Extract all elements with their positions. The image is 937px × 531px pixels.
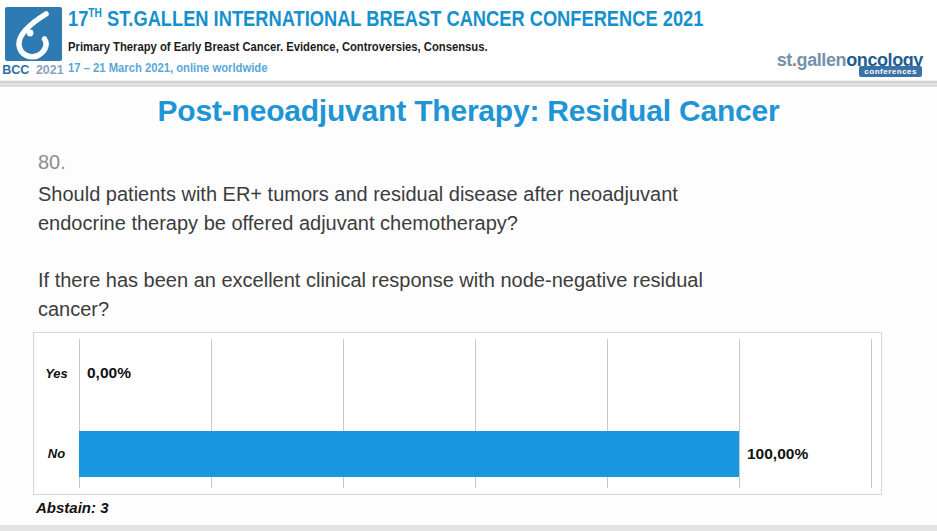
question-line: endocrine therapy be offered adjuvant ch… xyxy=(38,212,518,234)
brand-st: st xyxy=(777,50,792,70)
bcc-logo-text: BCC 2021 xyxy=(0,63,66,77)
poll-chart: Yes0,00%No 100,00% xyxy=(33,332,882,495)
sub-question-text: If there has been an excellent clinical … xyxy=(38,266,703,324)
conference-title-ordinal: TH xyxy=(88,6,102,20)
conference-title-text: ST.GALLEN INTERNATIONAL BREAST CANCER CO… xyxy=(102,7,703,31)
question-line: Should patients with ER+ tumors and resi… xyxy=(38,183,678,205)
category-label-yes: Yes xyxy=(34,333,79,414)
frame-bottom-edge xyxy=(0,525,937,531)
bcc-logo-mark xyxy=(5,7,62,61)
question-line: cancer? xyxy=(38,298,109,320)
conference-header: BCC 2021 17TH ST.GALLEN INTERNATIONAL BR… xyxy=(0,0,937,80)
value-label-no: 100,00% xyxy=(747,414,808,495)
header-divider xyxy=(0,80,937,87)
stgallen-oncology-logo: st.gallenoncology conferences xyxy=(777,50,923,71)
gridline xyxy=(871,339,872,488)
value-label-yes: 0,00% xyxy=(87,333,131,414)
conference-title-number: 17 xyxy=(68,7,88,31)
question-number: 80. xyxy=(38,151,66,174)
conference-title: 17TH ST.GALLEN INTERNATIONAL BREAST CANC… xyxy=(68,7,703,32)
abstain-note: Abstain: 3 xyxy=(36,499,109,516)
conferences-badge: conferences xyxy=(859,66,922,77)
swan-drop-icon xyxy=(5,7,62,61)
gridline xyxy=(739,339,740,488)
slide-title: Post-neoadjuvant Therapy: Residual Cance… xyxy=(0,94,937,128)
question-text: Should patients with ER+ tumors and resi… xyxy=(38,180,678,238)
bcc-year: 2021 xyxy=(36,63,64,77)
category-label-no: No xyxy=(34,414,79,495)
conference-dates: 17 – 21 March 2021, online worldwide xyxy=(68,61,267,75)
slide-frame: BCC 2021 17TH ST.GALLEN INTERNATIONAL BR… xyxy=(0,0,937,531)
conference-subtitle: Primary Therapy of Early Breast Cancer. … xyxy=(68,40,488,54)
bar-no xyxy=(79,431,739,477)
bcc-label: BCC xyxy=(2,63,29,77)
question-line: If there has been an excellent clinical … xyxy=(38,269,703,291)
brand-gallen: gallen xyxy=(797,50,847,70)
